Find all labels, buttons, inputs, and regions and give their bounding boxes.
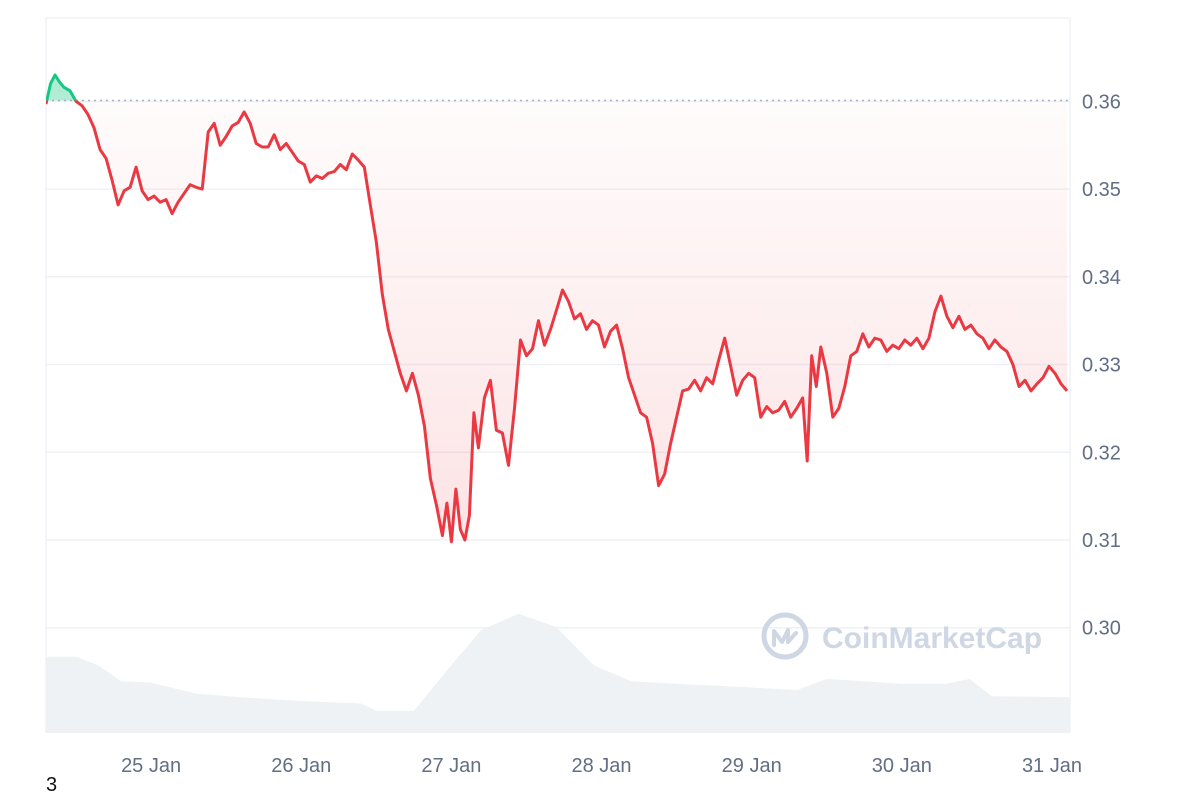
x-tick-label: 30 Jan <box>872 755 932 777</box>
chart-grid <box>45 17 1071 733</box>
watermark-text: CoinMarketCap <box>822 622 1042 655</box>
x-tick-label: 27 Jan <box>421 755 481 777</box>
page-number: 3 <box>46 774 58 796</box>
y-tick-label: 0.30 <box>1082 618 1121 640</box>
volume-area <box>46 613 1070 733</box>
y-tick-label: 0.33 <box>1082 355 1121 377</box>
y-tick-label: 0.31 <box>1082 530 1121 552</box>
price-area-up <box>46 75 76 101</box>
chart-axes: 0.36 0.35 0.34 0.33 0.32 0.31 0.30 25 Jan 26 Jan… <box>121 91 1121 777</box>
x-tick-label: 26 Jan <box>271 755 331 777</box>
price-line-down <box>46 100 1069 544</box>
watermark: CoinMarketCap <box>761 612 1042 660</box>
price-line[interactable] <box>46 73 1069 544</box>
volume-fill <box>46 613 1070 733</box>
price-area <box>46 75 1067 542</box>
y-tick-label: 0.32 <box>1082 442 1121 464</box>
y-tick-label: 0.34 <box>1082 267 1121 289</box>
coinmarketcap-logo-icon <box>761 612 809 660</box>
x-tick-label: 31 Jan <box>1022 755 1082 777</box>
y-tick-label: 0.36 <box>1082 91 1121 113</box>
x-tick-label: 28 Jan <box>572 755 632 777</box>
price-area-down <box>46 100 1067 542</box>
x-tick-label: 29 Jan <box>722 755 782 777</box>
y-tick-label: 0.35 <box>1082 179 1121 201</box>
x-tick-label: 25 Jan <box>121 755 181 777</box>
